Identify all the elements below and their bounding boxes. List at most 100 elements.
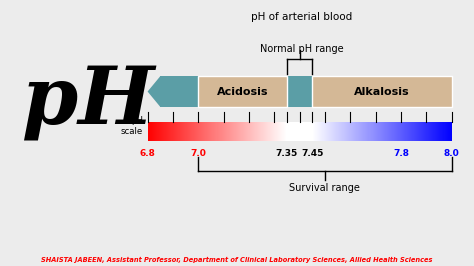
Bar [372,122,373,141]
Bar [299,122,300,141]
Bar [329,122,330,141]
Text: 7.8: 7.8 [393,149,409,158]
Bar [227,122,228,141]
Bar [353,122,354,141]
Bar [447,122,448,141]
Bar [271,122,272,141]
Bar [147,122,148,141]
Bar [302,122,304,141]
Bar [176,122,177,141]
Bar [267,122,268,141]
Bar [307,122,308,141]
Bar [284,122,285,141]
Bar [187,122,188,141]
Bar [213,122,214,141]
Bar [398,122,399,141]
Bar [385,122,386,141]
Text: Acidosis: Acidosis [217,86,268,97]
Bar [291,122,292,141]
Bar [161,122,162,141]
Bar [365,122,366,141]
Bar [207,122,209,141]
Bar [152,122,153,141]
Bar [151,122,152,141]
Bar [441,122,442,141]
Bar [308,122,309,141]
Bar [276,122,277,141]
Bar [366,122,367,141]
Bar [164,122,165,141]
Bar [393,122,394,141]
Bar [298,122,299,141]
Bar [174,122,175,141]
Bar [375,122,377,141]
Bar [390,122,391,141]
Bar [420,122,421,141]
Bar [408,122,409,141]
Bar [396,122,397,141]
Bar [342,122,343,141]
Bar [328,122,329,141]
Bar [162,122,163,141]
Bar [264,122,265,141]
Bar [172,122,173,141]
Bar [400,122,401,141]
Bar [168,122,169,141]
Bar [407,122,408,141]
Bar [344,122,345,141]
Bar [349,122,350,141]
Bar [153,122,154,141]
Text: SHAISTA JABEEN, Assistant Professor, Department of Clinical Laboratory Sciences,: SHAISTA JABEEN, Assistant Professor, Dep… [41,257,433,263]
Bar [287,122,289,141]
Bar [402,122,403,141]
Bar [320,122,321,141]
Bar [352,122,353,141]
Bar [327,122,328,141]
Bar [423,122,424,141]
Bar [253,122,254,141]
Bar [148,122,150,141]
Bar [432,122,433,141]
Bar [422,122,423,141]
Bar [387,122,388,141]
Bar [261,122,262,141]
Bar [415,122,416,141]
Text: 6.8: 6.8 [140,149,155,158]
Bar [331,122,332,141]
Bar [309,122,310,141]
Bar [414,122,415,141]
Bar [256,122,257,141]
Bar [179,122,180,141]
Bar [449,122,451,141]
Bar [397,122,398,141]
Bar [357,122,358,141]
Bar [209,122,210,141]
Bar [314,122,315,141]
Bar [446,122,447,141]
Bar [311,122,312,141]
Bar [295,122,297,141]
Bar [444,122,445,141]
Bar [427,122,428,141]
Bar [182,122,183,141]
Bar [169,122,170,141]
Bar [438,122,439,141]
Bar [379,122,380,141]
Bar [191,122,192,141]
Bar [315,122,316,141]
Bar [350,122,351,141]
Bar [368,122,370,141]
Bar [394,122,395,141]
Text: Normal pH range: Normal pH range [260,44,344,53]
Bar [240,122,241,141]
Bar [391,122,392,141]
Bar [158,122,159,141]
Bar [370,122,371,141]
Bar [436,122,437,141]
Bar [364,122,365,141]
Bar [316,122,317,141]
Bar [437,122,438,141]
Text: 8.0: 8.0 [444,149,459,158]
Bar [424,122,425,141]
Bar [306,122,307,141]
